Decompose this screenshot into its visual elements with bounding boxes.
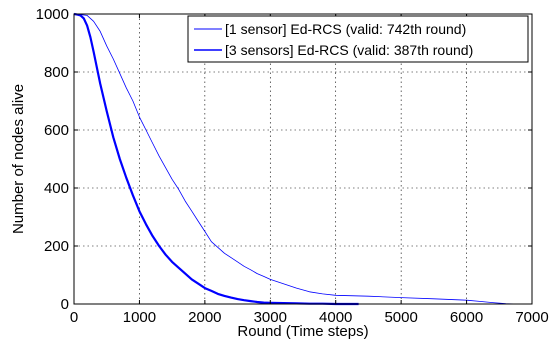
legend: [1 sensor] Ed-RCS (valid: 742th round) [… — [187, 15, 529, 63]
x-tick-label: 6000 — [450, 309, 483, 326]
y-tick-label: 400 — [44, 180, 69, 197]
y-tick-label: 200 — [44, 238, 69, 255]
legend-box — [187, 15, 529, 63]
y-tick-label: 0 — [61, 296, 69, 313]
plot-frame — [73, 13, 533, 305]
series-layer — [73, 12, 519, 306]
y-axis-label: Number of nodes alive — [10, 84, 27, 234]
x-tick-label: 3000 — [254, 309, 287, 326]
x-axis-label: Round (Time steps) — [237, 323, 368, 340]
y-tick-labels: 0 200 400 600 800 1000 — [36, 6, 69, 313]
x-tick-label: 4000 — [319, 309, 352, 326]
x-tick-label: 2000 — [188, 309, 221, 326]
series-3-sensors-line — [73, 12, 359, 306]
y-tick-label: 800 — [44, 64, 69, 81]
x-tick-label: 7000 — [515, 309, 548, 326]
y-tick-label: 1000 — [36, 6, 69, 23]
series-1-sensor-line — [73, 13, 519, 305]
x-tick-label: 0 — [70, 309, 78, 326]
x-tick-label: 5000 — [384, 309, 417, 326]
x-tick-labels: 0 1000 2000 3000 4000 5000 6000 7000 — [70, 309, 549, 326]
legend-entry-1-sensor: [1 sensor] Ed-RCS (valid: 742th round) — [225, 21, 466, 37]
grid — [74, 14, 532, 304]
y-tick-label: 600 — [44, 122, 69, 139]
x-tick-label: 1000 — [123, 309, 156, 326]
legend-entry-3-sensors: [3 sensors] Ed-RCS (valid: 387th round) — [225, 42, 473, 58]
